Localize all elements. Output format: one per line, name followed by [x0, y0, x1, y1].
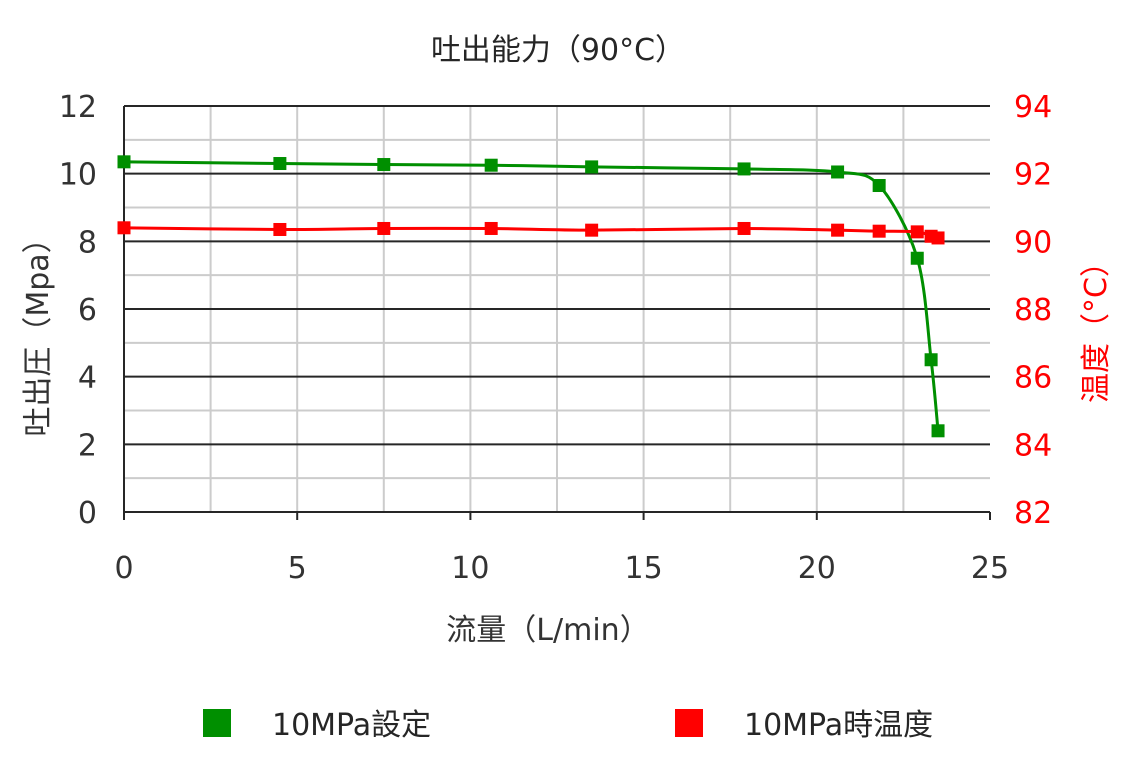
series-marker-0 — [484, 158, 498, 172]
grid — [124, 105, 990, 512]
series-marker-0 — [737, 162, 751, 176]
y2-tick-label: 84 — [1014, 428, 1052, 463]
y2-tick-label: 94 — [1014, 90, 1052, 125]
series-marker-1 — [484, 221, 498, 235]
y2-tick-label: 92 — [1014, 158, 1052, 193]
legend-swatch-temperature — [675, 709, 703, 737]
y-axis-title: 吐出圧（Mpa） — [21, 223, 56, 436]
y-tick-label: 2 — [78, 428, 97, 463]
series-marker-1 — [737, 221, 751, 235]
series-marker-0 — [831, 165, 845, 179]
series-marker-1 — [831, 223, 845, 237]
y2-axis-title: 温度（°C） — [1079, 247, 1114, 403]
series-marker-1 — [585, 223, 599, 237]
y-tick-label: 0 — [78, 496, 97, 531]
series-markers — [117, 155, 945, 438]
series-marker-0 — [585, 160, 599, 174]
y2-tick-label: 86 — [1014, 361, 1052, 396]
series-marker-1 — [273, 222, 287, 236]
y-tick-label: 10 — [59, 158, 97, 193]
series-marker-0 — [117, 155, 131, 169]
tick-labels: 0 5 10 15 20 25 0 2 4 6 8 10 12 82 84 86 88 90 92 94 — [59, 90, 1052, 586]
x-tick-label: 5 — [288, 551, 307, 586]
series-marker-1 — [377, 221, 391, 235]
legend: 10MPa設定 10MPa時温度 — [203, 708, 933, 743]
legend-swatch-pressure — [203, 709, 231, 737]
y2-tick-label: 88 — [1014, 293, 1052, 328]
series-marker-0 — [924, 353, 938, 367]
x-tick-label: 0 — [114, 551, 133, 586]
series-marker-1 — [117, 221, 131, 235]
x-tick-label: 15 — [625, 551, 663, 586]
x-tick-label: 20 — [798, 551, 836, 586]
x-axis-title: 流量（L/min） — [446, 613, 649, 648]
y-tick-label: 4 — [78, 361, 97, 396]
series-marker-1 — [931, 231, 945, 245]
legend-label-temperature: 10MPa時温度 — [744, 708, 933, 743]
axes — [123, 106, 991, 520]
y-tick-label: 6 — [78, 293, 97, 328]
series-marker-0 — [273, 157, 287, 171]
series-marker-0 — [377, 158, 391, 172]
x-tick-label: 25 — [971, 551, 1009, 586]
y2-tick-label: 90 — [1014, 225, 1052, 260]
series-marker-1 — [872, 224, 886, 238]
series-marker-1 — [910, 225, 924, 239]
legend-label-pressure: 10MPa設定 — [272, 708, 431, 743]
chart-title: 吐出能力（90°C） — [431, 33, 685, 68]
series-marker-0 — [931, 424, 945, 438]
series-marker-0 — [872, 179, 886, 193]
series-marker-0 — [910, 251, 924, 265]
y-tick-label: 12 — [59, 90, 97, 125]
series-line-0 — [123, 160, 940, 431]
y-tick-label: 8 — [78, 225, 97, 260]
x-tick-label: 10 — [451, 551, 489, 586]
y2-tick-label: 82 — [1014, 496, 1052, 531]
